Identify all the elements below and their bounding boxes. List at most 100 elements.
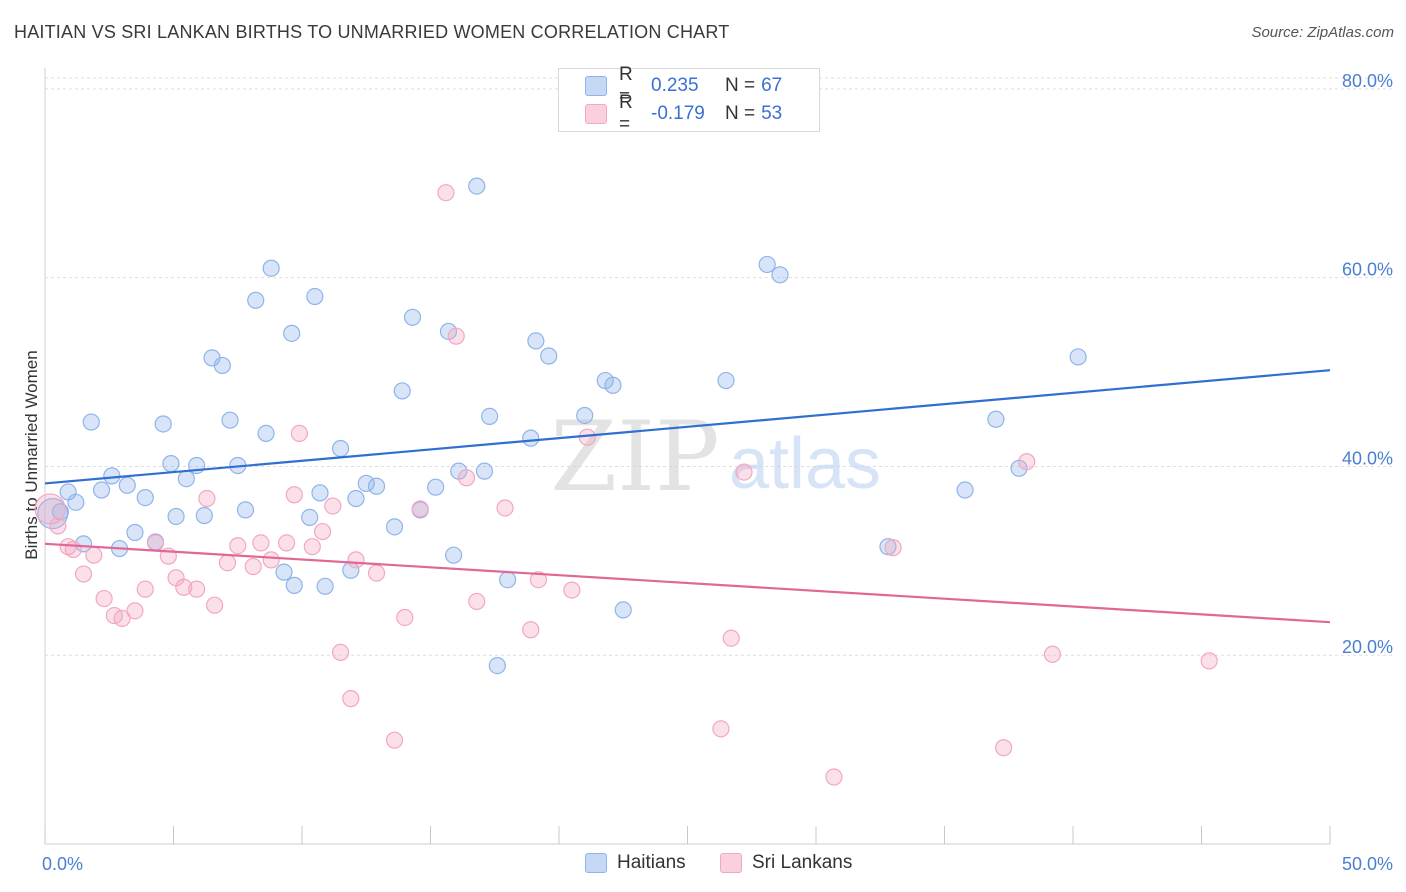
sri-lankan-point (735, 463, 753, 481)
haitian-point (167, 507, 185, 526)
haitian-point (347, 489, 365, 508)
haitian-point (956, 481, 974, 499)
haitian-point (285, 576, 303, 594)
haitian-point (499, 571, 517, 589)
haitian-point (262, 259, 280, 277)
haitian-point (311, 484, 329, 502)
sri-lankan-point (49, 517, 67, 535)
sri-lankan-point (522, 621, 540, 639)
legend-n-value: 53 (761, 103, 783, 124)
sri-lankan-point (74, 565, 93, 583)
series-swatch-haitians (585, 853, 607, 873)
series-legend-sri-lankans: Sri Lankans (720, 852, 852, 874)
chart-source: Source: ZipAtlas.com (1251, 24, 1394, 41)
sri-lankan-point (64, 540, 82, 559)
legend-row-sri-lankans: R = -0.179 N = 53 (559, 92, 783, 135)
haitian-point (275, 563, 293, 581)
sri-lankan-point (342, 690, 360, 708)
trend-lines (44, 369, 1331, 624)
haitian-point (1069, 348, 1087, 366)
haitian-point (221, 411, 239, 429)
legend-r-label: R = (619, 92, 633, 135)
haitian-point (236, 501, 255, 519)
sri-lankan-point (146, 534, 165, 552)
sri-lankan-point (385, 731, 404, 749)
sri-lankan-point (1018, 453, 1036, 471)
sri-lankan-point (1200, 652, 1218, 670)
watermark: ZIP atlas (550, 401, 881, 513)
chart-title: HAITIAN VS SRI LANKAN BIRTHS TO UNMARRIE… (14, 22, 730, 42)
legend-r-label: R = (619, 64, 633, 107)
y-tick-label: 20.0% (1342, 637, 1393, 657)
sri-lankan-point (411, 500, 429, 518)
correlation-legend: R = 0.235 N = 67 R = -0.179 N = 53 (558, 64, 820, 135)
y-tick-label: 40.0% (1342, 448, 1393, 468)
sri-lankan-point (252, 534, 270, 552)
haitian-point (758, 255, 776, 274)
sri-lankan-point (447, 327, 465, 345)
haitian-point (213, 356, 231, 375)
sri-lankan-point (285, 486, 303, 504)
haitian-point (879, 538, 897, 556)
y-tick-label: 60.0% (1342, 260, 1393, 280)
sri-lankan-point (722, 629, 740, 647)
legend-row-haitians: R = 0.235 N = 67 (559, 64, 783, 107)
series-legend: Haitians Sri Lankans (0, 852, 1406, 876)
legend-swatch-haitians (585, 76, 607, 96)
haitian-point (576, 406, 594, 425)
sri-lankan-point (324, 497, 342, 515)
sri-lankan-point (244, 557, 262, 576)
sri-lankan-point (347, 551, 365, 569)
sri-lankan-point (113, 609, 131, 628)
haitian-point (195, 506, 213, 525)
tick-labels: 20.0% 40.0% 60.0% 80.0% 0.0% 50.0% (42, 71, 1393, 874)
haitian-point (357, 474, 375, 493)
watermark-zip: ZIP (550, 401, 719, 513)
sri-lankan-point (468, 592, 486, 611)
haitian-point (301, 508, 319, 527)
haitian-point (283, 324, 301, 342)
series-label-haitians: Haitians (617, 852, 686, 873)
sri-lankan-point (396, 608, 414, 627)
watermark-atlas: atlas (729, 424, 881, 504)
sri-lankan-point (95, 589, 113, 608)
sri-lankan-point (218, 554, 237, 572)
sri-lankan-point (262, 551, 280, 569)
sri-lankan-point (303, 538, 321, 556)
haitian-point (527, 332, 545, 350)
sri-lankan-point (313, 522, 332, 541)
sri-lankan-point (995, 739, 1013, 757)
sri-lankan-point (367, 564, 386, 582)
sri-lankan-point (126, 602, 144, 620)
series-label-sri-lankans: Sri Lankans (752, 852, 853, 873)
series-legend-haitians: Haitians (585, 852, 686, 874)
sri-lankan-point (1043, 645, 1062, 663)
sri-lankan-point (136, 580, 154, 598)
haitian-point (540, 347, 558, 365)
legend-n-label: N = (725, 75, 756, 96)
haitian-point (604, 376, 622, 394)
legend-r-value: 0.235 (651, 75, 699, 96)
haitian-point (468, 177, 486, 195)
haitian-point (162, 455, 180, 473)
haitian-point (316, 577, 334, 595)
haitian-point (67, 493, 85, 511)
haitian-point (717, 371, 735, 390)
y-tick-label: 80.0% (1342, 71, 1393, 91)
legend-swatch-sri-lankans (585, 104, 607, 124)
haitian-point (771, 266, 789, 284)
haitian-point (118, 476, 136, 494)
sri-lankan-point (529, 571, 548, 589)
legend-n-value: 67 (761, 75, 783, 96)
series-swatch-sri-lankans (720, 853, 742, 873)
haitian-trend-line (44, 369, 1331, 485)
haitian-point (475, 462, 494, 480)
sri-lankan-point (825, 768, 843, 786)
haitian-point (103, 467, 121, 485)
haitian-point (385, 518, 404, 536)
haitian-point (987, 410, 1005, 428)
haitian-point (403, 308, 422, 326)
haitian-point (92, 481, 111, 499)
haitian-point (367, 477, 386, 495)
sri-lankan-point (198, 489, 216, 508)
